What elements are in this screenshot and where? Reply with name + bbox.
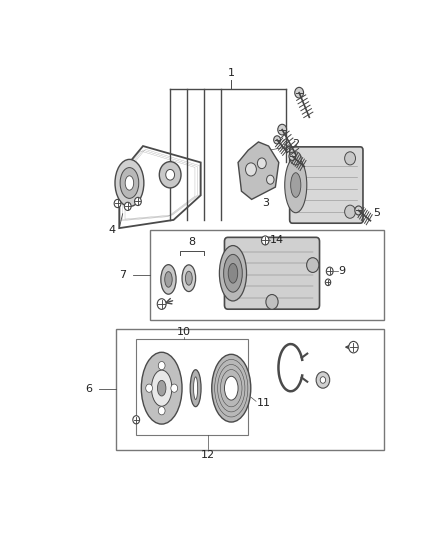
Text: 2: 2 bbox=[293, 139, 300, 149]
Circle shape bbox=[316, 372, 330, 388]
Ellipse shape bbox=[194, 377, 198, 399]
Ellipse shape bbox=[219, 246, 247, 301]
Polygon shape bbox=[238, 142, 279, 199]
Ellipse shape bbox=[225, 376, 238, 400]
Circle shape bbox=[159, 161, 181, 188]
Ellipse shape bbox=[190, 370, 201, 407]
Ellipse shape bbox=[161, 265, 176, 294]
Circle shape bbox=[258, 158, 266, 168]
Circle shape bbox=[274, 136, 280, 144]
Text: 10: 10 bbox=[177, 327, 191, 337]
Circle shape bbox=[225, 257, 237, 272]
Ellipse shape bbox=[185, 271, 192, 285]
Circle shape bbox=[266, 295, 278, 309]
FancyBboxPatch shape bbox=[290, 147, 363, 223]
Ellipse shape bbox=[285, 157, 307, 213]
Circle shape bbox=[278, 124, 286, 135]
Circle shape bbox=[171, 384, 178, 392]
Ellipse shape bbox=[228, 263, 238, 283]
Circle shape bbox=[166, 169, 175, 180]
Circle shape bbox=[267, 175, 274, 184]
Ellipse shape bbox=[157, 381, 166, 396]
Ellipse shape bbox=[141, 352, 182, 424]
Ellipse shape bbox=[120, 167, 139, 198]
Circle shape bbox=[114, 199, 121, 207]
Text: 5: 5 bbox=[373, 207, 380, 217]
Circle shape bbox=[295, 87, 304, 98]
Circle shape bbox=[158, 361, 165, 370]
Text: 11: 11 bbox=[257, 398, 271, 408]
Circle shape bbox=[261, 236, 269, 245]
Circle shape bbox=[146, 384, 152, 392]
Text: 7: 7 bbox=[119, 270, 126, 280]
Circle shape bbox=[158, 407, 165, 415]
Ellipse shape bbox=[125, 176, 134, 190]
Circle shape bbox=[124, 202, 131, 211]
Circle shape bbox=[133, 416, 140, 424]
Ellipse shape bbox=[165, 272, 172, 287]
Circle shape bbox=[355, 206, 362, 215]
Bar bbox=[150, 230, 384, 320]
Circle shape bbox=[326, 267, 333, 276]
Text: 1: 1 bbox=[228, 68, 235, 78]
Text: 4: 4 bbox=[109, 225, 116, 235]
Text: 13: 13 bbox=[307, 150, 321, 160]
Text: 6: 6 bbox=[85, 384, 92, 394]
FancyBboxPatch shape bbox=[224, 237, 320, 309]
Ellipse shape bbox=[182, 265, 196, 292]
Text: 3: 3 bbox=[262, 198, 269, 208]
Text: 12: 12 bbox=[201, 450, 215, 460]
Circle shape bbox=[246, 163, 256, 176]
Ellipse shape bbox=[212, 354, 251, 422]
Text: 8: 8 bbox=[189, 237, 196, 247]
Text: 14: 14 bbox=[270, 236, 284, 245]
Circle shape bbox=[134, 197, 141, 206]
Circle shape bbox=[345, 152, 356, 165]
Ellipse shape bbox=[152, 370, 172, 406]
Bar bbox=[136, 339, 248, 435]
Bar bbox=[116, 329, 384, 450]
Ellipse shape bbox=[291, 173, 301, 197]
Circle shape bbox=[157, 298, 166, 309]
Circle shape bbox=[289, 152, 296, 160]
Circle shape bbox=[290, 152, 301, 165]
Circle shape bbox=[345, 205, 356, 219]
Circle shape bbox=[320, 377, 325, 383]
Ellipse shape bbox=[224, 254, 242, 292]
Circle shape bbox=[325, 279, 331, 286]
Ellipse shape bbox=[115, 159, 144, 207]
Circle shape bbox=[349, 342, 358, 353]
Circle shape bbox=[307, 257, 319, 272]
Text: 9: 9 bbox=[338, 266, 345, 276]
